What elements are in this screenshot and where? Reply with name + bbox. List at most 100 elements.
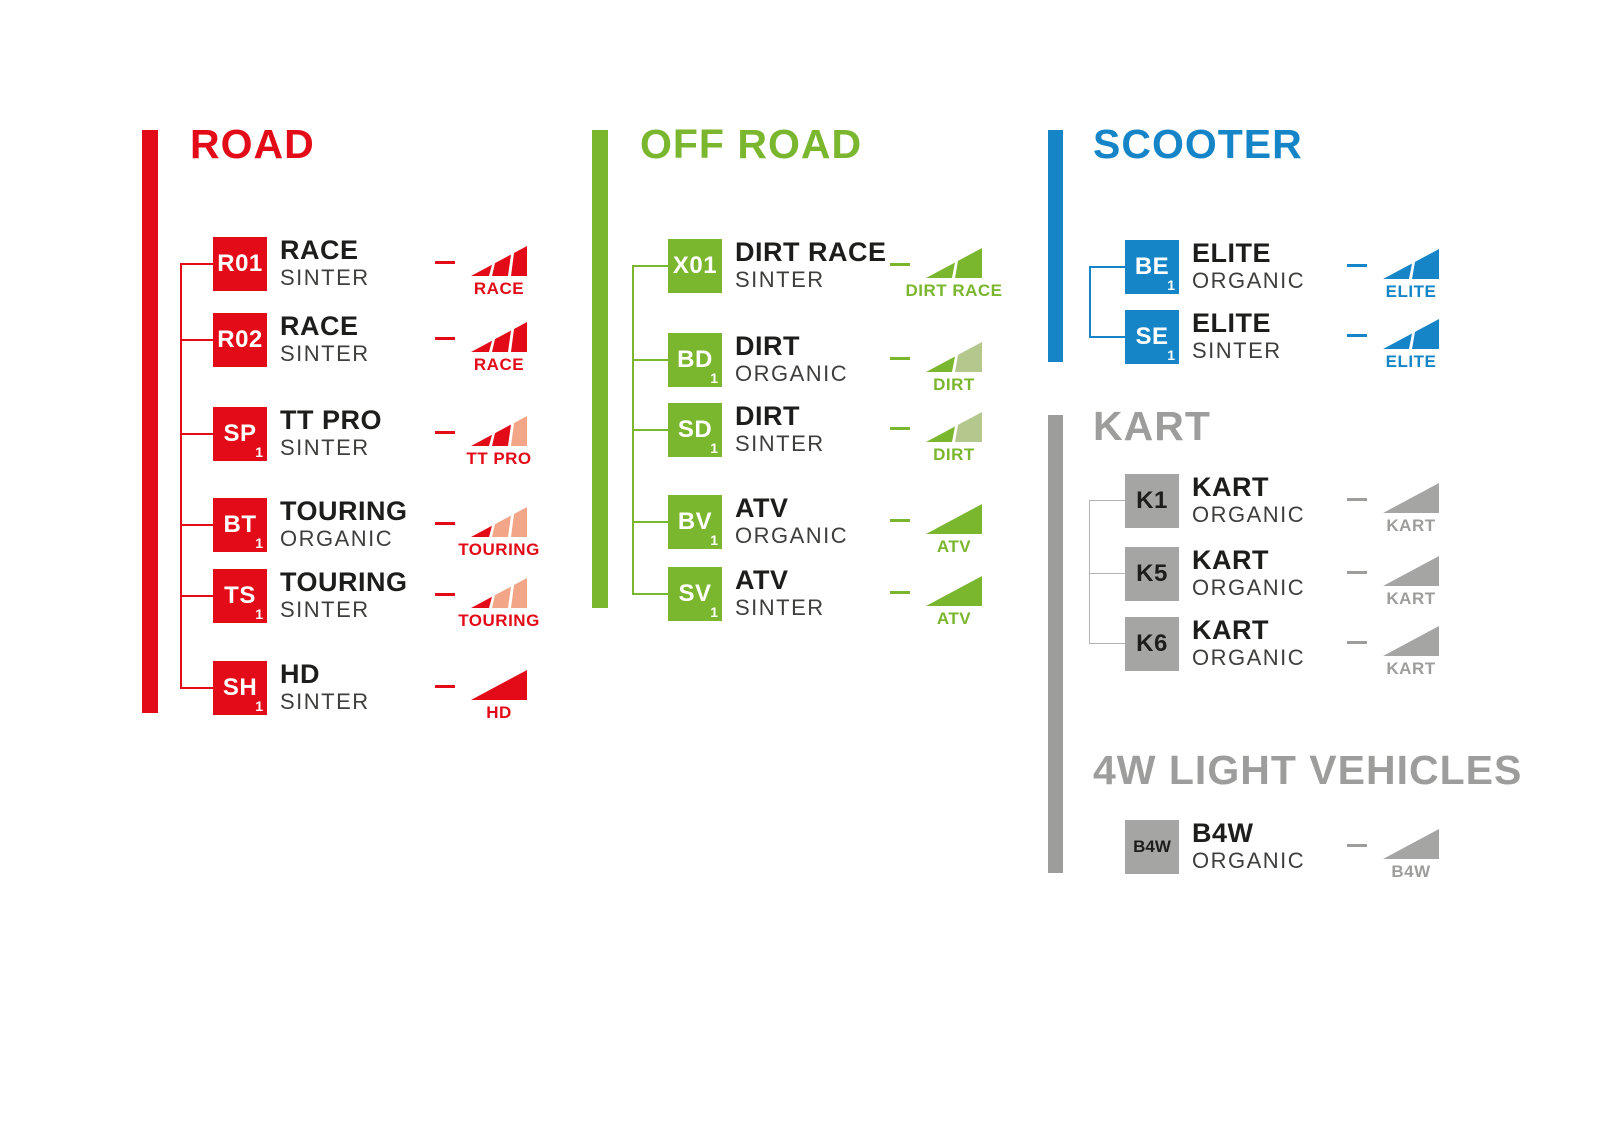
tree-branch-line — [632, 521, 668, 523]
product-text: B4W ORGANIC — [1192, 819, 1305, 875]
performance-icon-block: TT PRO — [466, 416, 531, 469]
product-text: TOURING ORGANIC — [280, 497, 408, 553]
product-code: SP — [223, 420, 257, 447]
offroad-category-bar — [592, 130, 608, 608]
product-code-badge: R02 — [213, 313, 267, 367]
performance-triangle-icon — [1383, 829, 1439, 859]
product-text: RACE SINTER — [280, 236, 370, 292]
tree-branch-line — [632, 429, 668, 431]
connector-dash — [435, 261, 455, 264]
connector-dash — [890, 591, 910, 594]
road-section-title: ROAD — [190, 121, 315, 167]
product-row-sp1: SP 1 TT PRO SINTER TT PRO — [213, 406, 593, 468]
performance-triangle-icon — [471, 507, 527, 537]
performance-icon-block: TOURING — [458, 507, 539, 560]
product-text: KART ORGANIC — [1192, 546, 1305, 602]
kart-section-title: KART — [1093, 403, 1211, 449]
product-text: DIRT ORGANIC — [735, 332, 848, 388]
product-code-badge: SV 1 — [668, 567, 722, 621]
product-compound: SINTER — [280, 341, 370, 367]
product-compound: SINTER — [280, 597, 370, 623]
performance-icon-label: TT PRO — [466, 449, 532, 468]
tree-vertical-line — [180, 264, 182, 688]
product-code-badge: SP 1 — [213, 407, 267, 461]
product-text: KART ORGANIC — [1192, 616, 1305, 672]
performance-icon-label: ELITE — [1385, 282, 1437, 301]
connector-dash — [435, 337, 455, 340]
product-code: B4W — [1133, 837, 1171, 856]
performance-icon-label: KART — [1386, 589, 1436, 608]
product-row-sd1: SD 1 DIRT SINTER DIRT — [668, 402, 1048, 464]
product-row-k5: K5 KART ORGANIC KART — [1125, 546, 1505, 608]
product-compound: ORGANIC — [735, 361, 849, 387]
product-code-badge: SE 1 — [1125, 310, 1179, 364]
product-code-subscript: 1 — [710, 532, 718, 548]
product-compound: ORGANIC — [280, 526, 394, 552]
product-row-bv1: BV 1 ATV ORGANIC ATV — [668, 493, 1048, 556]
performance-icon-block: ATV — [926, 504, 982, 557]
performance-icon-block: B4W — [1383, 829, 1439, 882]
product-row-se1: SE 1 ELITE SINTER ELITE — [1125, 309, 1505, 371]
performance-icon-block: RACE — [471, 322, 527, 375]
product-code-subscript: 1 — [255, 444, 263, 460]
performance-icon-block: HD — [471, 670, 527, 723]
product-text: HD SINTER — [280, 660, 370, 716]
performance-icon-label: ATV — [936, 609, 972, 628]
product-compound: SINTER — [280, 435, 370, 461]
connector-dash — [1347, 334, 1367, 337]
product-code-badge: X01 — [668, 239, 722, 293]
performance-icon-label: TOURING — [458, 611, 540, 630]
tree-vertical-line — [1089, 501, 1090, 644]
connector-dash — [890, 357, 910, 360]
product-text: DIRT RACE SINTER — [735, 238, 887, 294]
offroad-section-title: OFF ROAD — [640, 121, 863, 167]
product-name: ATV — [735, 565, 789, 596]
product-code-subscript: 1 — [710, 370, 718, 386]
tree-branch-line — [180, 595, 213, 597]
connector-dash — [1347, 264, 1367, 267]
performance-triangle-icon — [471, 416, 527, 446]
product-compound: SINTER — [735, 267, 825, 293]
product-code-subscript: 1 — [255, 698, 263, 714]
tree-branch-line — [1089, 643, 1125, 644]
performance-icon-label: ATV — [936, 537, 972, 556]
product-code: K5 — [1136, 560, 1168, 587]
tree-vertical-line — [1089, 267, 1091, 338]
product-text: KART ORGANIC — [1192, 473, 1305, 529]
connector-dash — [1347, 498, 1367, 501]
performance-icon-block: ATV — [926, 576, 982, 629]
performance-icon-label: RACE — [473, 355, 525, 374]
product-code-badge: SD 1 — [668, 403, 722, 457]
product-name: ATV — [735, 493, 789, 524]
product-compound: ORGANIC — [1192, 848, 1306, 874]
performance-triangle-icon — [926, 576, 982, 606]
tree-branch-line — [180, 263, 213, 265]
product-name: KART — [1192, 472, 1269, 503]
performance-triangle-icon — [1383, 483, 1439, 513]
connector-dash — [890, 263, 910, 266]
connector-dash — [435, 431, 455, 434]
tree-branch-line — [632, 593, 668, 595]
product-code-badge: B4W — [1125, 820, 1179, 874]
scooter-category-bar — [1048, 130, 1063, 362]
lightvehicles-section-title: 4W LIGHT VEHICLES — [1093, 747, 1523, 793]
product-code-subscript: 1 — [255, 535, 263, 551]
product-code: SE — [1135, 323, 1169, 350]
product-code: X01 — [672, 252, 718, 279]
product-name: TOURING — [280, 567, 408, 598]
product-code-subscript: 1 — [255, 606, 263, 622]
product-code: BE — [1134, 253, 1170, 280]
product-code-badge: BT 1 — [213, 498, 267, 552]
tree-branch-line — [1089, 266, 1125, 268]
product-code-badge: SH 1 — [213, 661, 267, 715]
tree-branch-line — [180, 524, 213, 526]
connector-dash — [435, 685, 455, 688]
performance-triangle-icon — [1383, 626, 1439, 656]
performance-triangle-icon — [471, 578, 527, 608]
product-row-k1: K1 KART ORGANIC KART — [1125, 473, 1505, 535]
product-compound: ORGANIC — [735, 523, 849, 549]
product-text: ATV SINTER — [735, 566, 825, 622]
product-code: R02 — [217, 326, 263, 353]
road-category-bar — [142, 130, 158, 713]
performance-triangle-icon — [471, 246, 527, 276]
